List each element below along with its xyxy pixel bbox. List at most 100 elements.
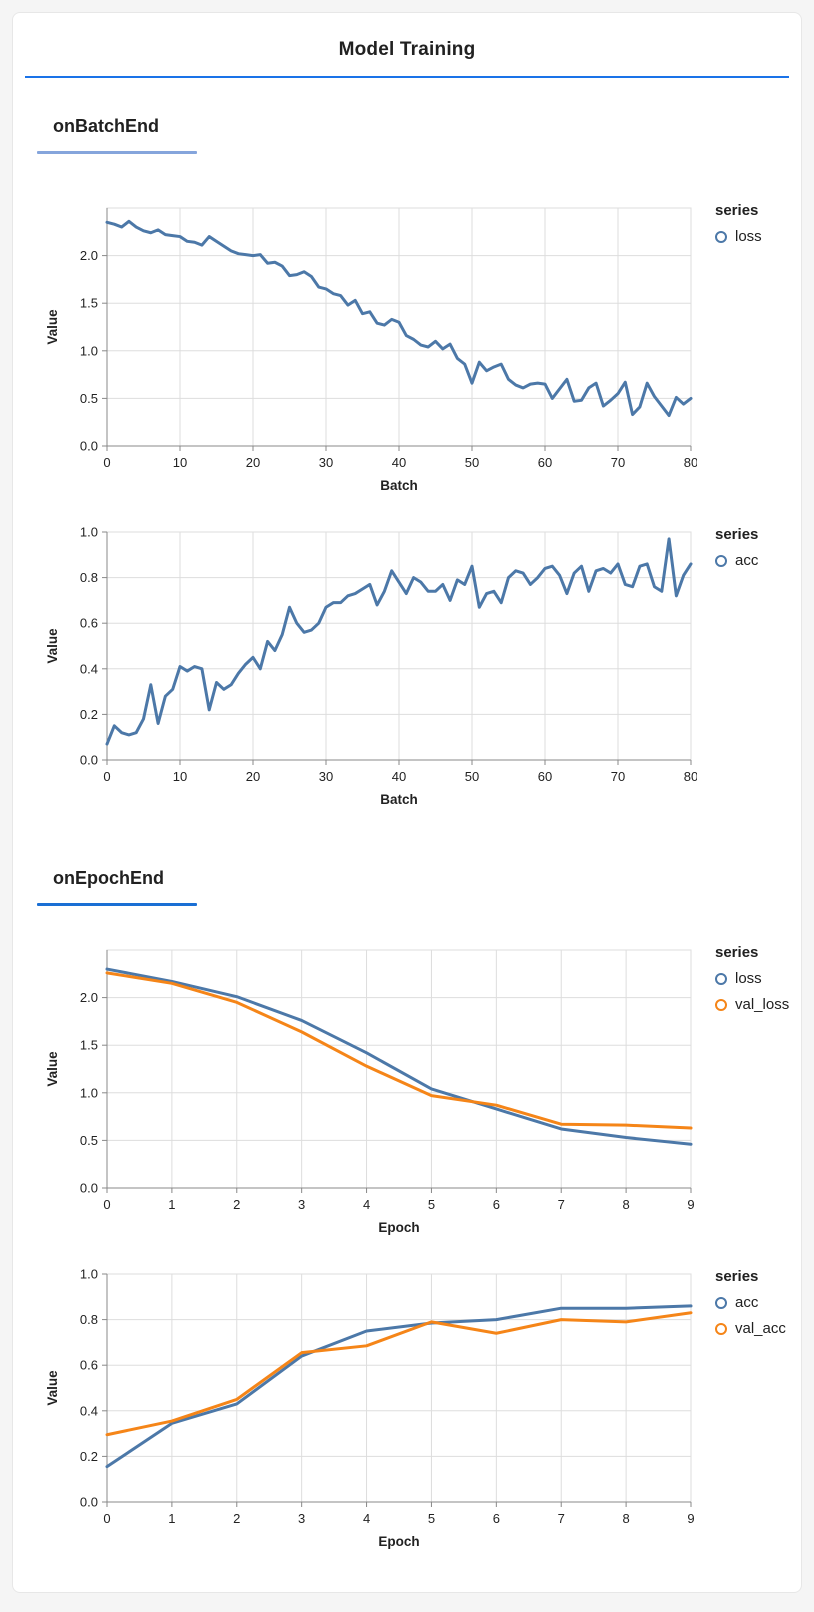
x-axis-title: Epoch xyxy=(378,1534,419,1549)
svg-text:20: 20 xyxy=(246,455,260,470)
svg-text:4: 4 xyxy=(363,1197,370,1212)
svg-text:1: 1 xyxy=(168,1197,175,1212)
svg-text:80: 80 xyxy=(684,769,697,784)
y-axis-title: Value xyxy=(45,309,60,345)
svg-text:0.6: 0.6 xyxy=(80,616,98,631)
svg-text:3: 3 xyxy=(298,1197,305,1212)
legend-circle-val_loss-icon xyxy=(715,998,727,1011)
svg-text:5: 5 xyxy=(428,1197,435,1212)
section-on-epoch-end: onEpochEnd 0.0 0.5 1.0 1.5 2.0 0 1 2 3 4 5 6 7 8 9 Valu… xyxy=(13,868,801,1558)
legend-item-loss: loss xyxy=(715,228,762,245)
svg-text:40: 40 xyxy=(392,455,406,470)
chart-loss-per-batch: 0.0 0.5 1.0 1.5 2.0 0 10 20 30 40 50 60 70 80 Value Bat… xyxy=(31,196,801,502)
svg-text:2: 2 xyxy=(233,1511,240,1526)
svg-text:7: 7 xyxy=(558,1197,565,1212)
legend-label: acc xyxy=(735,1294,759,1311)
svg-text:0.4: 0.4 xyxy=(80,1403,98,1418)
axes xyxy=(102,531,692,765)
svg-text:70: 70 xyxy=(611,769,625,784)
panel-header: Model Training xyxy=(25,13,789,78)
axes xyxy=(102,208,692,451)
legend-label: val_acc xyxy=(735,1320,786,1337)
chart-acc-per-batch: 0.0 0.2 0.4 0.6 0.8 1.0 0 10 20 30 40 50 60 70 80 Value… xyxy=(31,520,801,816)
loss-per-epoch-plot: 0.0 0.5 1.0 1.5 2.0 0 1 2 3 4 5 6 7 8 9 Value Epoch xyxy=(45,949,695,1235)
svg-text:2: 2 xyxy=(233,1197,240,1212)
legend-item-val_loss: val_loss xyxy=(715,996,789,1013)
svg-text:60: 60 xyxy=(538,455,552,470)
model-training-panel: Model Training onBatchEnd 0.0 0.5 1.0 1.5 2.… xyxy=(12,12,802,1593)
svg-text:1.0: 1.0 xyxy=(80,1085,98,1100)
tick-labels: 0.0 0.5 1.0 1.5 2.0 0 1 2 3 4 5 6 7 8 9 xyxy=(80,990,695,1212)
svg-text:1.0: 1.0 xyxy=(80,1267,98,1282)
legend-label: val_loss xyxy=(735,996,790,1013)
svg-text:0.5: 0.5 xyxy=(80,391,98,406)
svg-text:0.5: 0.5 xyxy=(80,1133,98,1148)
svg-text:0.0: 0.0 xyxy=(80,1181,98,1196)
svg-text:0.0: 0.0 xyxy=(80,439,98,454)
legend-title: series xyxy=(715,1268,759,1285)
legend-title: series xyxy=(715,944,759,961)
section-on-batch-end: onBatchEnd 0.0 0.5 1.0 1.5 2.0 0 10 20 30 40 50 60 7… xyxy=(13,116,801,816)
section-underline-on-epoch-end xyxy=(37,903,197,906)
x-axis-title: Batch xyxy=(380,478,418,493)
tick-labels: 0.0 0.2 0.4 0.6 0.8 1.0 0 1 2 3 4 5 6 7 8 9 xyxy=(80,1267,695,1527)
svg-text:9: 9 xyxy=(687,1511,694,1526)
legend-label: loss xyxy=(735,970,762,987)
svg-text:1.0: 1.0 xyxy=(80,525,98,540)
legend-label: acc xyxy=(735,552,759,569)
svg-text:0: 0 xyxy=(103,1511,110,1526)
axes xyxy=(102,950,692,1193)
line-series-loss xyxy=(105,219,693,418)
svg-text:0: 0 xyxy=(103,455,110,470)
x-axis-title: Batch xyxy=(380,792,418,807)
tick-labels: 0.0 0.2 0.4 0.6 0.8 1.0 0 10 20 30 40 50 60 70 80 xyxy=(80,525,697,785)
svg-text:0.6: 0.6 xyxy=(80,1358,98,1373)
svg-text:5: 5 xyxy=(428,1511,435,1526)
gridlines xyxy=(106,531,692,761)
legend-title: series xyxy=(715,202,759,219)
svg-text:0.2: 0.2 xyxy=(80,707,98,722)
svg-text:9: 9 xyxy=(687,1197,694,1212)
legend-circle-val_acc-icon xyxy=(715,1322,727,1335)
line-series-loss xyxy=(105,967,693,1146)
legend-circle-loss-icon xyxy=(715,972,727,985)
svg-text:0.0: 0.0 xyxy=(80,753,98,768)
y-axis-title: Value xyxy=(45,628,60,664)
svg-text:4: 4 xyxy=(363,1511,370,1526)
panel-title: Model Training xyxy=(338,39,476,60)
line-series-acc xyxy=(105,1304,693,1469)
section-heading-on-epoch-end: onEpochEnd xyxy=(53,868,164,888)
svg-text:0.4: 0.4 xyxy=(80,661,98,676)
x-axis-title: Epoch xyxy=(378,1220,419,1235)
legend-circle-acc-icon xyxy=(715,554,727,567)
section-heading-on-batch-end: onBatchEnd xyxy=(53,116,159,136)
legend-item-acc: acc xyxy=(715,1294,786,1311)
svg-text:0.0: 0.0 xyxy=(80,1495,98,1510)
svg-text:6: 6 xyxy=(493,1197,500,1212)
chart-loss-per-epoch: 0.0 0.5 1.0 1.5 2.0 0 1 2 3 4 5 6 7 8 9 Value Epoch seri… xyxy=(31,938,801,1244)
svg-text:70: 70 xyxy=(611,455,625,470)
acc-per-epoch-legend: series acc val_acc xyxy=(715,1262,786,1346)
legend-title: series xyxy=(715,526,759,543)
line-series-acc xyxy=(105,537,693,746)
legend-label: loss xyxy=(735,228,762,245)
legend-circle-acc-icon xyxy=(715,1296,727,1309)
line-series-val_loss xyxy=(105,971,693,1130)
svg-text:0: 0 xyxy=(103,1197,110,1212)
svg-text:1.5: 1.5 xyxy=(80,296,98,311)
svg-text:40: 40 xyxy=(392,769,406,784)
loss-per-epoch-legend: series loss val_loss xyxy=(715,938,789,1022)
svg-text:60: 60 xyxy=(538,769,552,784)
svg-text:6: 6 xyxy=(493,1511,500,1526)
svg-text:30: 30 xyxy=(319,769,333,784)
svg-text:50: 50 xyxy=(465,769,479,784)
svg-text:0: 0 xyxy=(103,769,110,784)
svg-text:8: 8 xyxy=(622,1197,629,1212)
svg-text:2.0: 2.0 xyxy=(80,990,98,1005)
svg-text:3: 3 xyxy=(298,1511,305,1526)
svg-text:0.2: 0.2 xyxy=(80,1449,98,1464)
legend-circle-loss-icon xyxy=(715,230,727,243)
page-background: Model Training onBatchEnd 0.0 0.5 1.0 1.5 2.… xyxy=(0,12,814,1612)
svg-text:2.0: 2.0 xyxy=(80,248,98,263)
svg-text:80: 80 xyxy=(684,455,697,470)
